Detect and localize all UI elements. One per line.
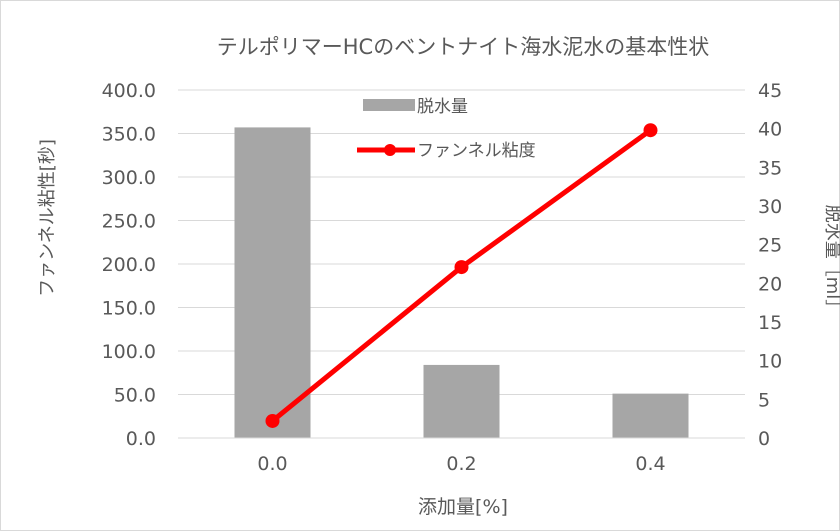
chart-title: テルポリマーHCのベントナイト海水泥水の基本性状 — [217, 35, 709, 59]
y2-tick-label: 10 — [758, 351, 782, 373]
y-tick-label: 200.0 — [102, 254, 156, 276]
bar — [612, 393, 689, 438]
y-tick-label: 250.0 — [102, 211, 156, 233]
y2-tick-label: 5 — [758, 389, 770, 411]
y-tick-label: 300.0 — [102, 167, 156, 189]
y-tick-label: 150.0 — [102, 298, 156, 320]
bar — [234, 127, 311, 438]
bar — [423, 364, 500, 438]
legend-label-line: ファンネル粘度 — [417, 141, 536, 161]
y-axis-label: ファンネル粘性[秒] — [37, 139, 58, 297]
y2-axis-ticks: 0 5 10 15 20 25 30 35 40 45 — [758, 80, 782, 450]
y-axis-ticks: 0.0 50.0 100.0 150.0 200.0 250.0 300.0 350.0 400… — [102, 80, 156, 450]
y2-axis-label: 脱水量［ml］ — [822, 205, 840, 318]
y-tick-label: 0.0 — [126, 428, 156, 450]
y2-tick-label: 0 — [758, 428, 770, 450]
legend-label-bar: 脱水量 — [417, 97, 468, 117]
y2-tick-label: 35 — [758, 157, 782, 179]
y2-tick-label: 20 — [758, 273, 782, 295]
bar-series — [234, 127, 689, 438]
line-series — [265, 123, 658, 428]
x-axis-ticks: 0.0 0.2 0.4 — [257, 453, 665, 475]
legend-swatch-bar — [363, 99, 415, 111]
x-tick-label: 0.0 — [257, 453, 287, 475]
y2-tick-label: 15 — [758, 312, 782, 334]
y2-tick-label: 25 — [758, 235, 782, 257]
line-point — [265, 413, 280, 428]
line-point — [643, 123, 658, 138]
y2-tick-label: 40 — [758, 119, 782, 141]
y2-tick-label: 45 — [758, 80, 782, 102]
x-tick-label: 0.4 — [635, 453, 665, 475]
y-tick-label: 50.0 — [114, 385, 156, 407]
y-tick-label: 350.0 — [102, 124, 156, 146]
y2-tick-label: 30 — [758, 196, 782, 218]
x-tick-label: 0.2 — [446, 453, 476, 475]
y-tick-label: 400.0 — [102, 80, 156, 102]
line-point — [454, 260, 469, 275]
legend-marker-line — [384, 144, 396, 156]
y-tick-label: 100.0 — [102, 341, 156, 363]
x-axis-label: 添加量[%] — [418, 496, 508, 518]
